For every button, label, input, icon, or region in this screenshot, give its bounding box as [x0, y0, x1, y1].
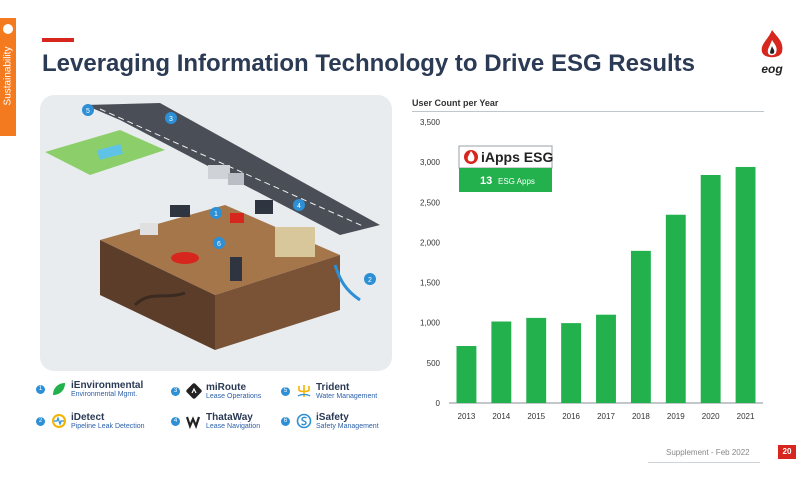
marker-4: 4 — [297, 203, 301, 210]
sidebar-tab-label: Sustainability — [2, 46, 14, 106]
y-tick-label: 2,000 — [420, 238, 441, 247]
marker-1: 1 — [214, 211, 218, 218]
x-tick-label: 2018 — [632, 412, 650, 421]
logo-wordmark: eog — [761, 62, 783, 76]
page-number: 20 — [778, 445, 796, 459]
footer-rule — [648, 462, 760, 463]
callout-label: ESG Apps — [498, 177, 535, 186]
x-tick-label: 2020 — [702, 412, 720, 421]
x-tick-label: 2016 — [562, 412, 580, 421]
callout-count-box — [459, 168, 552, 192]
bar-2019 — [665, 214, 686, 403]
company-logo: eog — [754, 28, 790, 78]
bar-2016 — [561, 323, 582, 403]
x-tick-label: 2017 — [597, 412, 615, 421]
y-tick-label: 3,500 — [420, 118, 441, 127]
app-badge-icon — [464, 150, 478, 164]
leaf-icon — [53, 383, 65, 396]
safety-icon — [296, 414, 312, 429]
callout-title: iApps ESG — [481, 149, 553, 165]
bar-2015 — [526, 317, 547, 403]
x-tick-label: 2019 — [667, 412, 685, 421]
bar-2021 — [735, 166, 756, 403]
marker-3: 3 — [169, 116, 173, 123]
x-tick-label: 2015 — [527, 412, 545, 421]
chart-title: User Count per Year — [412, 98, 499, 108]
trident-icon — [297, 385, 311, 398]
y-tick-label: 0 — [436, 399, 441, 408]
footer-text: Supplement - Feb 2022 — [666, 448, 750, 457]
marker-2: 2 — [368, 277, 372, 284]
navigation-icon — [186, 416, 201, 430]
legend-item-thataway: 4 ThataWay Lease Navigation — [171, 412, 260, 431]
callout-count: 13 — [480, 175, 492, 187]
legend-item-miroute: 3 miRoute Lease Operations — [171, 382, 261, 401]
bar-2014 — [491, 321, 512, 403]
iapps-callout: iApps ESG 13 ESG Apps — [458, 145, 553, 192]
x-tick-label: 2013 — [458, 412, 476, 421]
page-title: Leveraging Information Technology to Dri… — [42, 50, 695, 77]
y-tick-label: 1,000 — [420, 319, 441, 328]
marker-5: 5 — [86, 108, 90, 115]
marker-6: 6 — [217, 241, 221, 248]
legend-item-isafety: 6 iSafety Safety Management — [281, 412, 379, 431]
y-tick-label: 1,500 — [420, 279, 441, 288]
x-tick-label: 2014 — [492, 412, 510, 421]
field-operations-illustration: 5 3 1 4 6 2 — [40, 95, 392, 371]
detector-icon — [52, 414, 66, 429]
legend-item-idetect: 2 iDetect Pipeline Leak Detection — [36, 412, 145, 431]
sidebar-tab-sustainability[interactable]: Sustainability — [0, 18, 16, 136]
flame-icon — [761, 30, 783, 58]
legend-item-trident: 5 Trident Water Management — [281, 382, 377, 401]
bar-2013 — [456, 345, 477, 403]
y-tick-label: 500 — [427, 359, 441, 368]
y-tick-label: 2,500 — [420, 198, 441, 207]
route-icon — [186, 383, 202, 400]
y-tick-label: 3,000 — [420, 158, 441, 167]
bar-2020 — [700, 174, 721, 403]
bar-2018 — [630, 250, 651, 403]
callout-header-box — [458, 145, 553, 169]
bar-2017 — [596, 314, 616, 403]
chart-title-rule — [412, 111, 764, 112]
title-accent-bar — [42, 38, 74, 42]
x-tick-label: 2021 — [737, 412, 755, 421]
legend-item-ienvironmental: 1 iEnvironmental Environmental Mgmt. — [36, 380, 143, 399]
leaf-icon — [3, 24, 13, 34]
